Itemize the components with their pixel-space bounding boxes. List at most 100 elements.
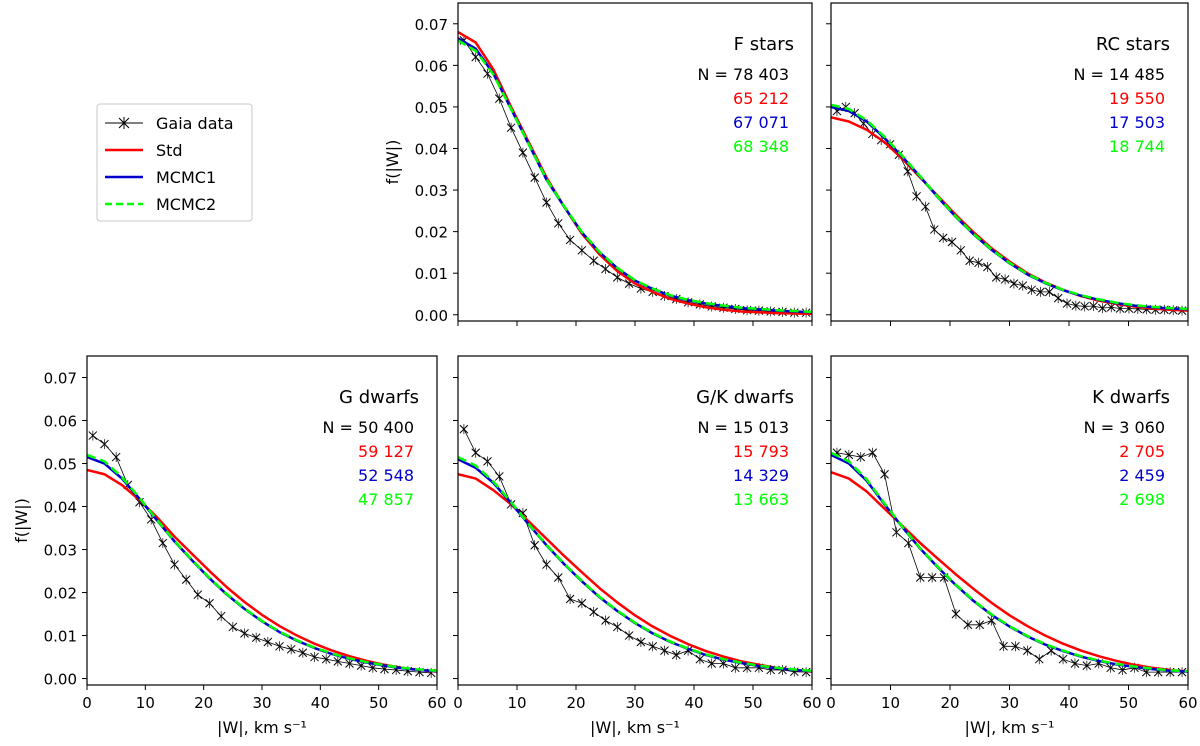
count-total: N = 78 403 (697, 65, 789, 84)
data-point (216, 611, 226, 622)
data-point (553, 218, 563, 229)
data-point (298, 647, 308, 658)
y-tick-label: 0.01 (44, 628, 77, 646)
data-point (1036, 286, 1045, 297)
data-point (530, 540, 540, 551)
data-point (730, 662, 740, 673)
data-point (947, 237, 957, 248)
data-point (975, 619, 985, 630)
data-point (275, 641, 284, 652)
x-tick-label: 20 (566, 694, 585, 712)
x-tick-label: 50 (743, 694, 762, 712)
data-point (612, 621, 622, 632)
data-point (228, 621, 238, 632)
y-tick-label: 0.03 (415, 182, 448, 200)
x-tick-label: 20 (194, 694, 213, 712)
x-tick-label: 40 (311, 694, 330, 712)
legend: Gaia data Std MCMC1 MCMC2 (96, 103, 253, 222)
data-point (1000, 274, 1010, 285)
data-point (193, 589, 203, 600)
count-model: 2 705 (1119, 442, 1165, 461)
panel-frame (86, 355, 438, 686)
data-point (471, 447, 481, 458)
legend-label: MCMC1 (156, 168, 216, 187)
x-tick-label: 10 (507, 694, 526, 712)
data-point (938, 232, 948, 243)
data-point (1062, 298, 1072, 309)
series-std (831, 470, 1188, 673)
x-tick-label: 0 (826, 694, 836, 712)
data-point (310, 652, 319, 663)
data-point (589, 606, 599, 617)
data-point (648, 641, 658, 652)
data-point (1011, 641, 1020, 652)
data-point (880, 469, 889, 480)
plot-area (87, 430, 437, 678)
data-point (333, 656, 343, 667)
data-point (660, 645, 669, 656)
count-model: 19 550 (1109, 89, 1165, 108)
legend-label: Std (156, 141, 183, 160)
panel-title: F stars (734, 34, 794, 55)
x-tick-label: 30 (1000, 694, 1019, 712)
count-model: 2 698 (1119, 490, 1165, 509)
y-tick-label: 0.00 (44, 671, 77, 689)
data-point (844, 449, 854, 460)
data-point (577, 598, 587, 609)
data-point (286, 644, 296, 655)
y-tick-label: 0.07 (415, 16, 448, 34)
data-point (88, 430, 98, 441)
data-point (624, 630, 634, 641)
count-model: 65 212 (733, 89, 789, 108)
y-tick-label: 0.05 (44, 456, 77, 474)
series-mcmc2 (87, 453, 437, 673)
data-point (892, 527, 901, 538)
data-point (321, 654, 331, 665)
chart-panel-4: 0 10 20 30 40 50 60 |W|, km s⁻¹ G/K dwarfs N = 15… (453, 355, 822, 737)
x-axis-label: |W|, km s⁻¹ (217, 718, 307, 737)
x-tick-label: 0 (453, 694, 463, 712)
count-model: 14 329 (733, 466, 789, 485)
data-point (1089, 301, 1098, 312)
data-point (577, 245, 587, 256)
series-mcmc2 (831, 103, 1188, 311)
data-point (1027, 284, 1036, 295)
count-model: 18 744 (1109, 137, 1165, 156)
y-axis-label: f(|W|) (383, 140, 402, 185)
data-point (671, 649, 681, 660)
data-point (542, 197, 551, 208)
chart-panel-3: 0.00 0.01 0.02 0.03 0.04 0.05 0.06 0.07 0 10 20 30 4… (12, 355, 447, 737)
x-tick-label: 50 (1119, 694, 1138, 712)
legend-box (96, 103, 253, 222)
count-model: 59 127 (358, 442, 414, 461)
panel-title: G dwarfs (339, 387, 419, 408)
legend-label: Gaia data (156, 114, 234, 133)
series-gaia-data (836, 452, 1183, 673)
x-axis-label: |W|, km s⁻¹ (590, 718, 680, 737)
data-point (1044, 286, 1054, 297)
data-point (1009, 278, 1019, 289)
count-model: 15 793 (733, 442, 789, 461)
data-point (1098, 303, 1107, 314)
count-total: N = 3 060 (1084, 418, 1165, 437)
series-gaia-data (463, 40, 807, 314)
data-point (506, 122, 516, 133)
chart-panel-5: 0 10 20 30 40 50 60 |W|, km s⁻¹ K dwarfs N = 3 06… (826, 355, 1198, 737)
data-point (494, 93, 504, 104)
panel-title: G/K dwarfs (696, 387, 794, 408)
series-mcmc2 (831, 451, 1188, 673)
data-point (565, 593, 575, 604)
y-axis-label: f(|W|) (12, 498, 31, 543)
data-point (601, 264, 610, 275)
data-point (565, 234, 575, 245)
series-mcmc1 (831, 453, 1188, 673)
data-point (459, 424, 469, 435)
data-point (1082, 660, 1092, 671)
chart-panel-1: 0.00 0.01 0.02 0.03 0.04 0.05 0.06 0.07 f(|W|) F … (383, 2, 813, 326)
data-point (240, 628, 249, 639)
y-tick-label: 0.01 (415, 265, 448, 283)
data-point (965, 255, 975, 266)
data-point (530, 172, 540, 183)
data-point (601, 615, 610, 626)
